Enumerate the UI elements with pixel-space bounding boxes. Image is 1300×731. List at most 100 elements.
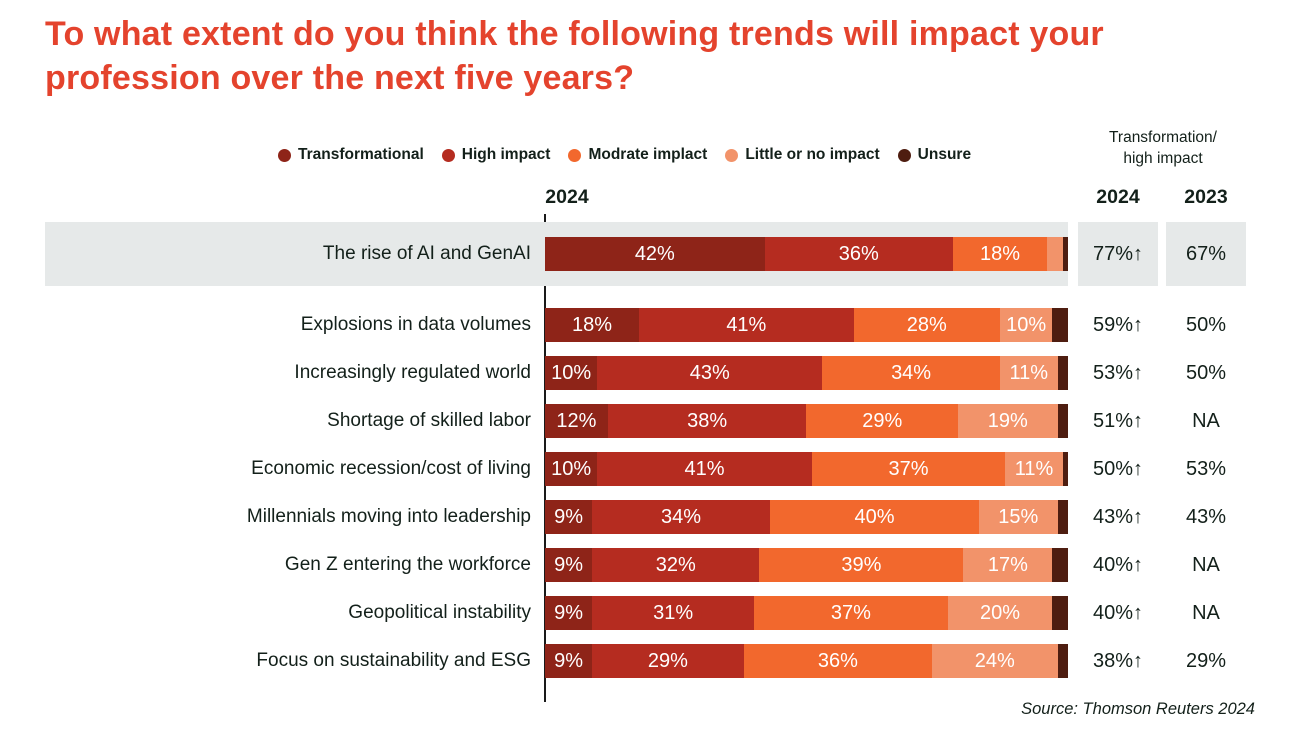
segment-little-no-impact: 11% — [1005, 452, 1063, 486]
trend-row: Focus on sustainability and ESG 9% 29% 36%… — [45, 637, 1246, 685]
value-2023: 50% — [1185, 361, 1227, 384]
segment-little-no-impact: 11% — [999, 356, 1058, 390]
legend-item-moderate-impact: Modrate implact — [568, 146, 707, 164]
segment-unsure — [1057, 404, 1068, 438]
value-2023: 29% — [1185, 649, 1227, 672]
legend-item-unsure: Unsure — [897, 146, 972, 164]
value-2024: 77%↑ — [1078, 222, 1158, 286]
stacked-bar: 9% 34% 40% 15% — [545, 500, 1068, 534]
segment-moderate-impact: 37% — [811, 452, 1006, 486]
segment-unsure — [1052, 548, 1068, 582]
segment-little-no-impact: 17% — [963, 548, 1053, 582]
legend-item-little-no-impact: Little or no impact — [725, 146, 880, 164]
legend-label: High impact — [461, 146, 551, 163]
trend-label: Geopolitical instability — [348, 602, 531, 623]
stacked-bar: 12% 38% 29% 19% — [545, 404, 1068, 438]
segment-transformational: 18% — [545, 308, 640, 342]
legend-swatch-high-impact — [441, 148, 455, 162]
trend-row: Shortage of skilled labor 12% 38% 29% 19% 5… — [45, 397, 1246, 445]
legend-swatch-transformational — [278, 148, 291, 162]
trend-row-main: Shortage of skilled labor 12% 38% 29% 19% — [45, 397, 1068, 445]
legend-label: Modrate implact — [588, 146, 708, 163]
value-2023: 43% — [1185, 505, 1227, 528]
segment-moderate-impact: 34% — [822, 356, 1000, 390]
stacked-bar: 9% 31% 37% 20% — [545, 596, 1068, 630]
value-2023: NA — [1192, 601, 1220, 624]
legend-item-high-impact: High impact — [441, 146, 551, 164]
segment-high-impact: 32% — [592, 548, 760, 582]
stacked-bar: 42% 36% 18% — [545, 237, 1068, 271]
segment-high-impact: 36% — [764, 237, 953, 271]
summary-header-line1: Transformation/ — [1109, 129, 1217, 146]
value-2024: 40%↑ — [1092, 553, 1144, 576]
segment-little-no-impact: 15% — [979, 500, 1058, 534]
segment-transformational: 10% — [545, 356, 598, 390]
trend-label: Millennials moving into leadership — [246, 506, 531, 527]
trend-row-main: Increasingly regulated world 10% 43% 34% 11… — [45, 349, 1068, 397]
segment-unsure — [1057, 500, 1068, 534]
stacked-bar: 9% 29% 36% 24% — [545, 644, 1068, 678]
segment-transformational: 9% — [545, 596, 593, 630]
page-title: To what extent do you think the followin… — [45, 15, 1104, 97]
value-2024: 53%↑ — [1092, 361, 1144, 384]
stacked-bar: 10% 41% 37% 11% — [545, 452, 1068, 486]
segment-high-impact: 31% — [592, 596, 755, 630]
value-2024: 38%↑ — [1092, 649, 1144, 672]
legend-swatch-unsure — [897, 148, 911, 162]
legend-item-transformational: Transformational — [278, 146, 424, 164]
legend: Transformational High impact Modrate imp… — [278, 146, 971, 164]
trend-label: Gen Z entering the workforce — [284, 554, 531, 575]
segment-transformational: 9% — [545, 644, 593, 678]
value-2023: NA — [1192, 553, 1220, 576]
segment-high-impact: 38% — [607, 404, 807, 438]
segment-moderate-impact: 28% — [853, 308, 1000, 342]
legend-label: Transformational — [298, 146, 424, 163]
stacked-bar: 9% 32% 39% 17% — [545, 548, 1068, 582]
segment-little-no-impact: 20% — [947, 596, 1053, 630]
summary-header-line2: high impact — [1123, 150, 1203, 167]
value-2024: 51%↑ — [1092, 409, 1144, 432]
segment-transformational: 9% — [545, 500, 593, 534]
trend-row-main: Millennials moving into leadership 9% 34%… — [45, 493, 1068, 541]
segment-moderate-impact: 37% — [754, 596, 948, 630]
value-2024: 59%↑ — [1092, 313, 1144, 336]
segment-high-impact: 43% — [597, 356, 823, 390]
summary-2023-header: 2023 — [1184, 186, 1228, 208]
chart-rows: The rise of AI and GenAI 42% 36% 18% 77%↑ … — [45, 222, 1246, 685]
trend-row-main: Explosions in data volumes 18% 41% 28% 10% — [45, 301, 1068, 349]
legend-swatch-moderate-impact — [568, 148, 582, 162]
trend-label: Economic recession/cost of living — [251, 458, 531, 479]
trend-label: The rise of AI and GenAI — [322, 243, 531, 264]
trend-label: Explosions in data volumes — [300, 314, 531, 335]
value-2023: 67% — [1166, 222, 1246, 286]
segment-unsure — [1062, 452, 1068, 486]
trend-label: Shortage of skilled labor — [327, 410, 531, 431]
trend-row: The rise of AI and GenAI 42% 36% 18% 77%↑ … — [45, 222, 1246, 286]
segment-unsure — [1052, 596, 1068, 630]
legend-label: Little or no impact — [745, 146, 880, 163]
segment-moderate-impact: 18% — [952, 237, 1048, 271]
trend-row-main: Focus on sustainability and ESG 9% 29% 36%… — [45, 637, 1068, 685]
stacked-bar: 10% 43% 34% 11% — [545, 356, 1068, 390]
trend-row-main: Economic recession/cost of living 10% 41%… — [45, 445, 1068, 493]
trend-row-main: Gen Z entering the workforce 9% 32% 39% 17% — [45, 541, 1068, 589]
segment-high-impact: 41% — [639, 308, 854, 342]
segment-moderate-impact: 29% — [806, 404, 959, 438]
segment-little-no-impact: 24% — [931, 644, 1058, 678]
legend-label: Unsure — [917, 146, 972, 163]
value-2024: 40%↑ — [1092, 601, 1144, 624]
trend-row-main: Geopolitical instability 9% 31% 37% 20% — [45, 589, 1068, 637]
segment-unsure — [1062, 237, 1068, 271]
trend-label: Focus on sustainability and ESG — [256, 650, 531, 671]
segment-unsure — [1057, 356, 1068, 390]
trend-row: Increasingly regulated world 10% 43% 34% 11… — [45, 349, 1246, 397]
segment-transformational: 12% — [545, 404, 608, 438]
trend-row: Economic recession/cost of living 10% 41%… — [45, 445, 1246, 493]
segment-unsure — [1052, 308, 1068, 342]
segment-high-impact: 41% — [597, 452, 812, 486]
source-note: Source: Thomson Reuters 2024 — [1021, 700, 1255, 718]
value-2023: 53% — [1185, 457, 1227, 480]
value-2024: 43%↑ — [1092, 505, 1144, 528]
chart-year-header: 2024 — [545, 186, 589, 208]
